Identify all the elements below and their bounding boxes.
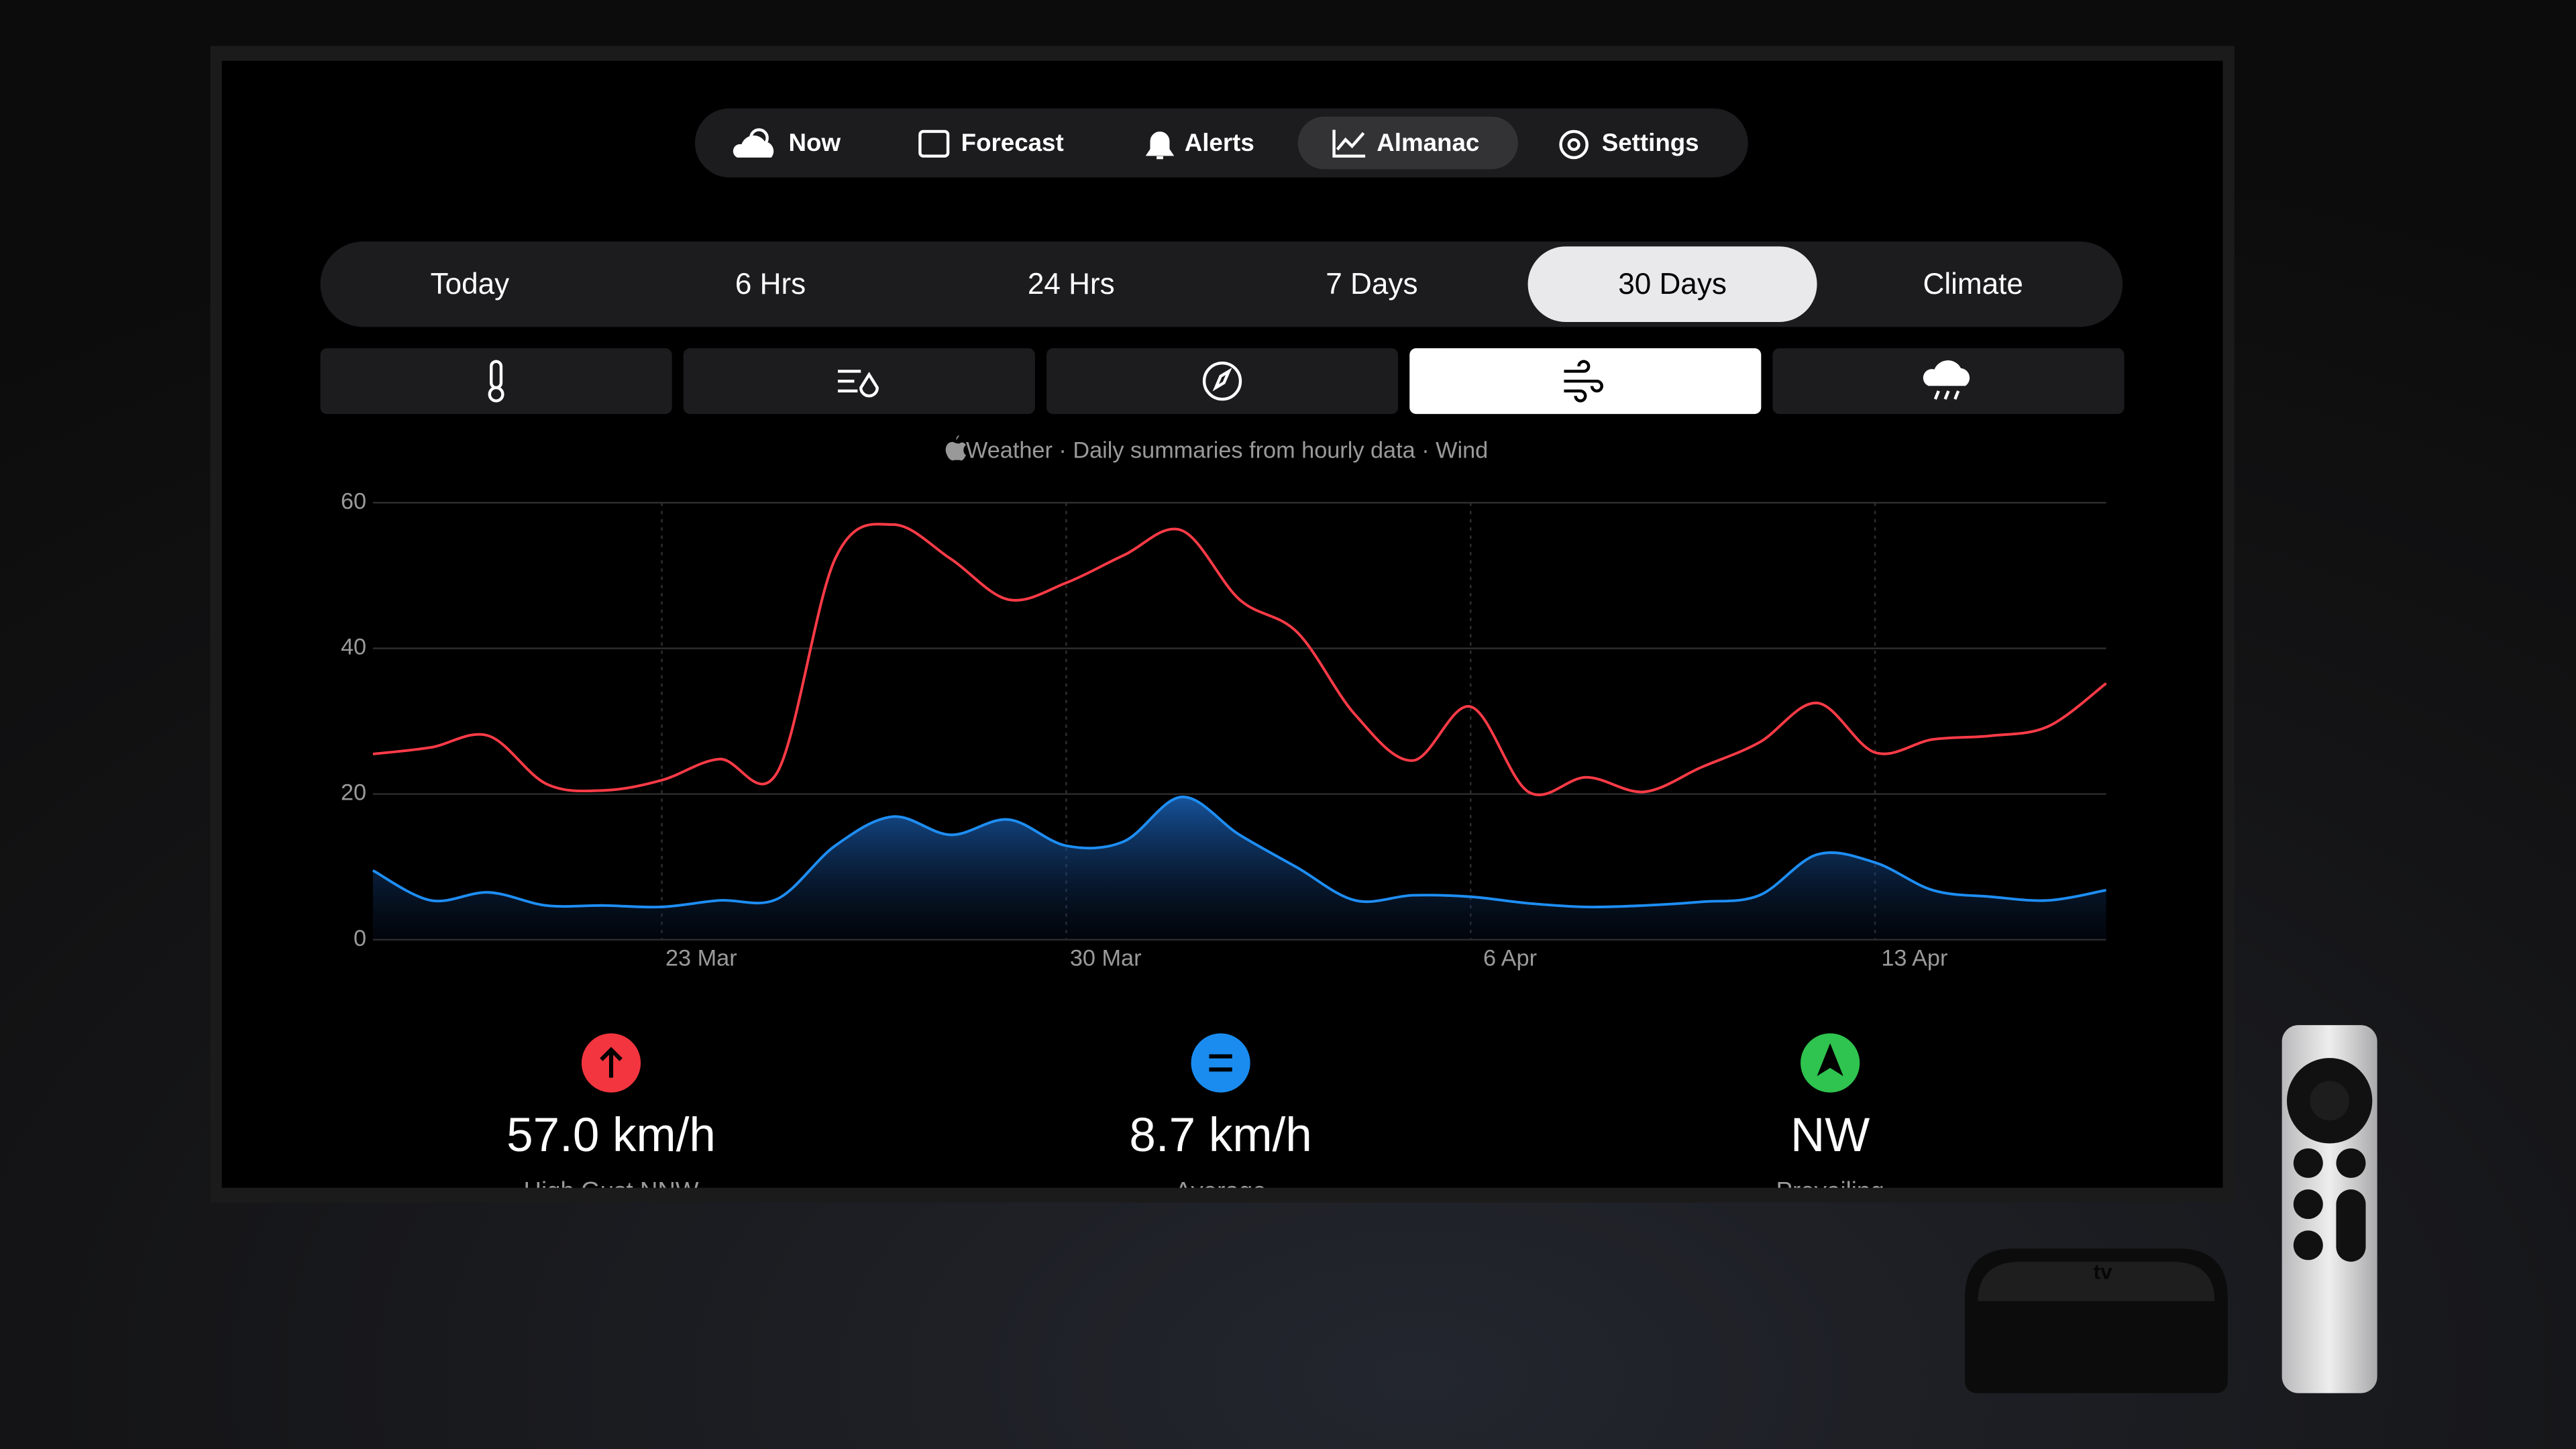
metric-icon — [1923, 360, 1970, 400]
chart: 0 20 40 60 23 Mar 30 Mar 6 Apr 13 Apr — [341, 488, 2107, 971]
nav-item[interactable]: Settings — [1602, 129, 1699, 156]
thermo-bulb — [488, 386, 504, 402]
stat-label: Average — [1175, 1177, 1267, 1205]
box-label: tv — [2094, 1259, 2113, 1283]
range-bar — [320, 241, 2123, 327]
stats: 57.0 km/h High Gust NNW 8.7 km/h Average NW P… — [506, 1033, 1884, 1205]
stat-value: NW — [1790, 1109, 1870, 1162]
tv-button — [2336, 1148, 2366, 1178]
compass-needle — [1212, 368, 1232, 392]
caption-row: Weather · Daily summaries from hourly da… — [945, 435, 1488, 464]
humidity — [837, 370, 879, 398]
nav-item[interactable]: Alerts — [1185, 129, 1254, 156]
compass — [1202, 362, 1242, 401]
stat-glyph — [1817, 1043, 1843, 1077]
icon-alerts — [1145, 131, 1175, 160]
x-tick-label: 23 Mar — [665, 945, 737, 971]
y-tick-label: 60 — [341, 488, 366, 514]
back-button — [2293, 1148, 2323, 1178]
rain-cloud — [1923, 360, 1970, 386]
range-tab[interactable]: Today — [431, 268, 510, 301]
range-tab[interactable]: 30 Days — [1618, 268, 1727, 301]
stat-value: 8.7 km/h — [1129, 1109, 1311, 1162]
nav-icons — [733, 128, 1589, 160]
y-tick-label: 20 — [341, 780, 366, 806]
icon-now-cloud — [733, 135, 774, 158]
remote — [2282, 1025, 2377, 1393]
nav-item[interactable]: Almanac — [1377, 129, 1479, 156]
stat-glyph — [600, 1046, 623, 1078]
metric-icon — [1564, 360, 1603, 402]
app: Now Forecast Alerts Almanac Settings Today 6 … — [320, 108, 2125, 1205]
stat-label: Prevailing — [1776, 1177, 1884, 1205]
metric-icon — [837, 370, 879, 398]
apple-tv-box: tv — [1964, 1248, 2228, 1393]
x-tick-label: 13 Apr — [1881, 945, 1947, 971]
metric-button[interactable] — [320, 348, 672, 415]
metrics — [320, 348, 2125, 415]
metric-icon — [1202, 362, 1242, 401]
stat-value: 57.0 km/h — [506, 1109, 716, 1162]
x-tick-label: 30 Mar — [1070, 945, 1142, 971]
apple-logo — [945, 435, 966, 461]
mute-button — [2293, 1230, 2323, 1260]
stat-label: High Gust NNW — [523, 1177, 698, 1205]
line — [372, 523, 2107, 796]
tv-screen — [221, 60, 2223, 1188]
play-button — [2293, 1189, 2323, 1220]
nav-item[interactable]: Forecast — [961, 129, 1064, 156]
rain — [1933, 390, 1960, 400]
icon-forecast — [918, 129, 950, 158]
box-top — [1978, 1261, 2215, 1301]
icon-settings-hub — [1567, 138, 1580, 152]
ranges: Today 6 Hrs 24 Hrs 7 Days 30 Days Climate — [431, 246, 2023, 322]
stat-icon — [1191, 1033, 1250, 1093]
line — [372, 796, 2106, 909]
icon-almanac — [1332, 129, 1366, 158]
range-tab[interactable]: 24 Hrs — [1028, 268, 1115, 301]
stat-glyph — [1209, 1054, 1232, 1072]
metric-button[interactable] — [1046, 348, 1399, 415]
range-selected — [1527, 246, 1817, 322]
clickpad-center — [2310, 1081, 2350, 1121]
range-tab[interactable]: Climate — [1923, 268, 2023, 301]
icon-settings — [1559, 129, 1589, 160]
range-tab[interactable]: 7 Days — [1326, 268, 1417, 301]
x-tick-label: 6 Apr — [1483, 945, 1537, 971]
y-tick-label: 0 — [354, 926, 366, 951]
wind — [1564, 360, 1603, 402]
y-tick-label: 40 — [341, 635, 366, 660]
nav-item[interactable]: Now — [789, 129, 841, 156]
caption: Weather · Daily summaries from hourly da… — [966, 438, 1488, 464]
nav: Now Forecast Alerts Almanac Settings — [789, 116, 1699, 170]
range-tab[interactable]: 6 Hrs — [735, 268, 806, 301]
metric-button[interactable] — [683, 348, 1035, 415]
metric-icon — [488, 360, 504, 402]
volume-button — [2336, 1189, 2366, 1262]
